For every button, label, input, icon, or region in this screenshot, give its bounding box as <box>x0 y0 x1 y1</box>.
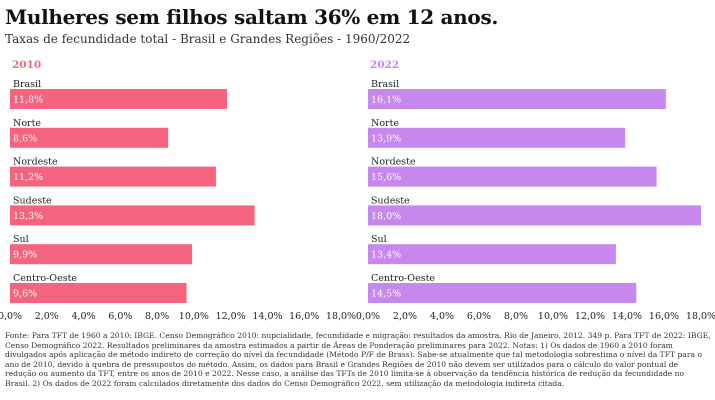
category-label: Brasil <box>13 79 41 90</box>
chart-panel-2022: 2022 Brasil 16,1% Norte 13,9% Nordeste 15,6% Su… <box>356 59 715 322</box>
panel-title: 2022 <box>370 59 399 71</box>
x-tick-label: 14,0% <box>252 311 282 322</box>
x-tick-label: 8,0% <box>145 311 169 322</box>
x-tick-label: 4,0% <box>430 311 454 322</box>
x-tick-label: 12,0% <box>575 311 605 322</box>
x-tick-label: 8,0% <box>504 311 528 322</box>
bar <box>10 283 187 303</box>
bar <box>10 205 255 226</box>
chart-panel-2010: 2010 Brasil 11,8% Norte 8,6% Nordeste 11,2% Sud… <box>0 59 356 322</box>
category-label: Norte <box>371 118 399 129</box>
x-tick-label: 2,0% <box>393 311 417 322</box>
x-tick-label: 6,0% <box>467 311 491 322</box>
x-tick-label: 10,0% <box>179 311 209 322</box>
bar-value-label: 13,9% <box>371 133 401 144</box>
bar-value-label: 16,1% <box>371 95 401 106</box>
x-tick-label: 12,0% <box>216 311 246 322</box>
bar-value-label: 13,4% <box>371 250 401 261</box>
bar <box>10 127 169 148</box>
x-tick-label: 4,0% <box>71 311 95 322</box>
category-label: Sudeste <box>13 195 52 206</box>
x-tick-label: 0,0% <box>0 311 22 322</box>
x-tick-label: 0,0% <box>356 311 380 322</box>
bar <box>368 244 616 265</box>
bar-value-label: 9,9% <box>13 250 37 261</box>
x-tick-label: 16,0% <box>649 311 679 322</box>
bar <box>368 283 637 303</box>
x-tick-label: 18,0% <box>326 311 356 322</box>
bar-value-label: 13,3% <box>13 211 43 222</box>
panel-title: 2010 <box>12 59 41 71</box>
x-tick-label: 16,0% <box>289 311 319 322</box>
source-notes: Fonte: Para TFT de 1960 a 2010: IBGE. Ce… <box>5 331 711 388</box>
x-tick-label: 6,0% <box>108 311 132 322</box>
bar-value-label: 11,2% <box>13 172 43 183</box>
x-tick-label: 2,0% <box>35 311 59 322</box>
category-label: Sul <box>371 234 387 245</box>
x-tick-label: 18,0% <box>686 311 715 322</box>
category-label: Norte <box>13 118 41 129</box>
category-label: Nordeste <box>13 157 58 168</box>
chart-subtitle: Taxas de fecundidade total - Brasil e Gr… <box>5 32 411 46</box>
bar <box>368 89 666 109</box>
bar <box>368 166 657 187</box>
bar <box>368 205 701 226</box>
category-label: Nordeste <box>371 157 416 168</box>
bar-value-label: 18,0% <box>371 211 401 222</box>
bar-value-label: 15,6% <box>371 172 401 183</box>
bar-value-label: 8,6% <box>13 133 37 144</box>
chart-title: Mulheres sem filhos saltam 36% em 12 ano… <box>5 5 499 29</box>
category-label: Brasil <box>371 79 399 90</box>
bar-value-label: 11,8% <box>13 95 43 106</box>
chart-area: 2010 Brasil 11,8% Norte 8,6% Nordeste 11,2% Sud… <box>0 59 715 322</box>
category-label: Centro-Oeste <box>371 273 435 284</box>
category-label: Sudeste <box>371 195 410 206</box>
x-tick-label: 10,0% <box>538 311 568 322</box>
bar <box>10 166 216 187</box>
x-tick-label: 14,0% <box>612 311 642 322</box>
bar <box>10 244 193 265</box>
category-label: Centro-Oeste <box>13 273 77 284</box>
bar <box>368 127 626 148</box>
category-label: Sul <box>13 234 29 245</box>
bar <box>10 89 227 109</box>
bar-value-label: 9,6% <box>13 289 37 300</box>
bar-value-label: 14,5% <box>371 289 401 300</box>
